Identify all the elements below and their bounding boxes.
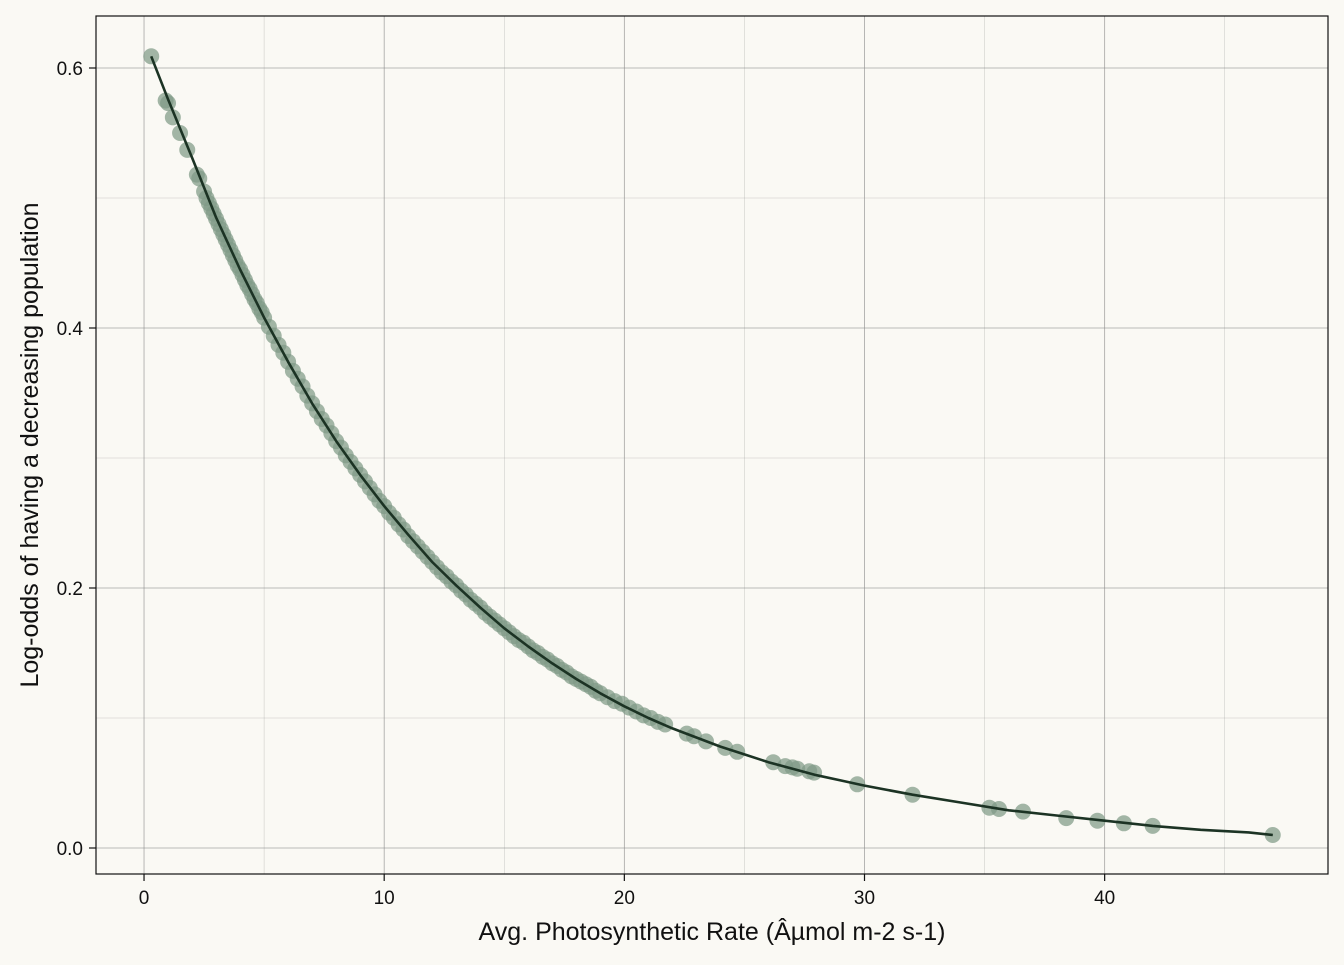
x-tick-label: 30: [854, 888, 875, 909]
x-tick-label: 20: [614, 888, 635, 909]
x-axis-ticks: 0 10 20 30 40: [139, 874, 1115, 909]
x-tick-label: 10: [374, 888, 395, 909]
plot-background: [96, 16, 1328, 874]
x-tick-label: 40: [1094, 888, 1115, 909]
y-tick-label: 0.4: [57, 319, 84, 340]
x-tick-label: 0: [139, 888, 150, 909]
y-tick-label: 0.2: [57, 579, 83, 600]
grid-lines: [96, 16, 1328, 874]
fit-curve: [149, 55, 1273, 837]
y-axis-title: Log-odds of having a decreasing populati…: [16, 202, 44, 687]
y-tick-label: 0.6: [57, 59, 83, 80]
y-tick-label: 0.0: [57, 839, 83, 860]
plot-frame: [95, 15, 1329, 875]
data-point: [1058, 810, 1075, 827]
y-axis-ticks: 0.0 0.2 0.4 0.6: [57, 59, 96, 860]
x-axis-title: Avg. Photosynthetic Rate (Âµmol m-2 s-1): [479, 917, 946, 946]
